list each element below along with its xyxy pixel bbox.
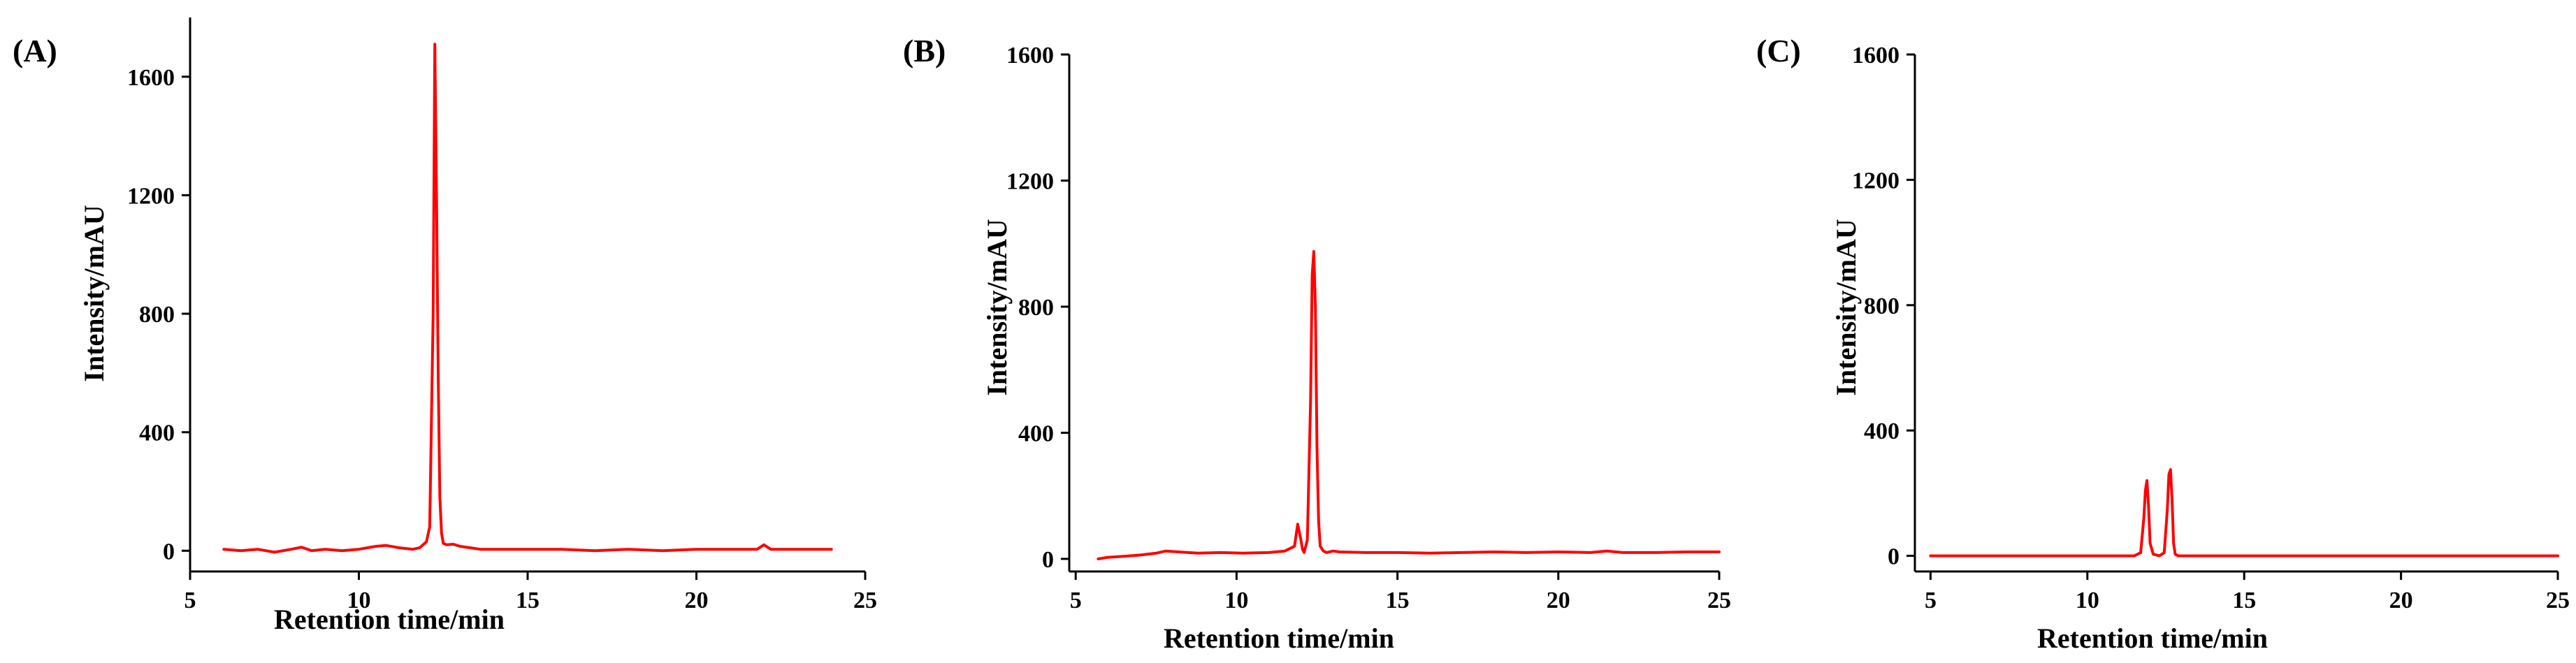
y-axis-title-c: Intensity/mAU xyxy=(1830,219,1862,395)
x-tick-label-a: 25 xyxy=(853,588,877,613)
x-tick-label-c: 15 xyxy=(2232,588,2256,613)
x-tick-label-a: 5 xyxy=(184,588,196,613)
panel-label-a: (A) xyxy=(13,33,57,68)
y-tick-label-b: 1200 xyxy=(1006,168,1054,194)
chart-panel-b: (B) Intensity/mAU Retention time/min 0 40… xyxy=(903,33,1731,654)
x-tick-label-b: 15 xyxy=(1386,588,1410,613)
y-tick-label-a: 0 xyxy=(163,539,175,564)
chromatogram-trace-b xyxy=(1097,250,1721,560)
x-tick-label-b: 25 xyxy=(1707,588,1731,613)
y-tick-label-c: 400 xyxy=(1864,418,1900,444)
y-tick-label-a: 1200 xyxy=(127,183,175,209)
x-tick-label-c: 5 xyxy=(1925,588,1937,613)
x-tick-label-b: 5 xyxy=(1070,588,1082,613)
y-tick-label-c: 1600 xyxy=(1852,43,1900,68)
y-axis-title-b: Intensity/mAU xyxy=(981,219,1013,395)
y-tick-label-a: 1600 xyxy=(127,65,175,91)
y-tick-label-c: 1200 xyxy=(1852,168,1900,194)
y-axis-title-a: Intensity/mAU xyxy=(78,205,110,381)
y-tick-label-a: 400 xyxy=(139,421,175,446)
x-axis-title-c: Retention time/min xyxy=(2037,622,2268,654)
x-tick-label-a: 15 xyxy=(516,588,540,613)
x-tick-label-b: 10 xyxy=(1224,588,1248,613)
y-tick-label-b: 800 xyxy=(1018,295,1054,321)
x-tick-label-b: 20 xyxy=(1547,588,1570,613)
y-tick-label-b: 1600 xyxy=(1006,43,1054,68)
x-tick-label-a: 20 xyxy=(685,588,709,613)
y-tick-label-b: 400 xyxy=(1018,421,1054,446)
panel-label-c: (C) xyxy=(1756,33,1801,68)
panel-label-b: (B) xyxy=(903,33,946,68)
x-axis-title-a: Retention time/min xyxy=(274,604,505,635)
x-tick-label-c: 10 xyxy=(2076,588,2099,613)
chromatogram-trace-c xyxy=(1929,468,2559,558)
y-tick-label-a: 800 xyxy=(139,302,175,328)
chart-panel-a: (A) Intensity/mAU Retention time/min 0 40… xyxy=(13,17,877,635)
y-tick-label-b: 0 xyxy=(1042,547,1054,573)
x-tick-label-c: 25 xyxy=(2546,588,2570,613)
x-tick-label-c: 20 xyxy=(2389,588,2413,613)
chromatogram-trace-a xyxy=(222,43,833,554)
x-tick-label-a: 10 xyxy=(347,588,371,613)
y-tick-label-c: 800 xyxy=(1864,293,1900,319)
chart-panel-c: (C) Intensity/mAU Retention time/min 0 40… xyxy=(1756,33,2570,654)
y-tick-label-c: 0 xyxy=(1888,544,1900,570)
x-axis-title-b: Retention time/min xyxy=(1164,622,1394,654)
